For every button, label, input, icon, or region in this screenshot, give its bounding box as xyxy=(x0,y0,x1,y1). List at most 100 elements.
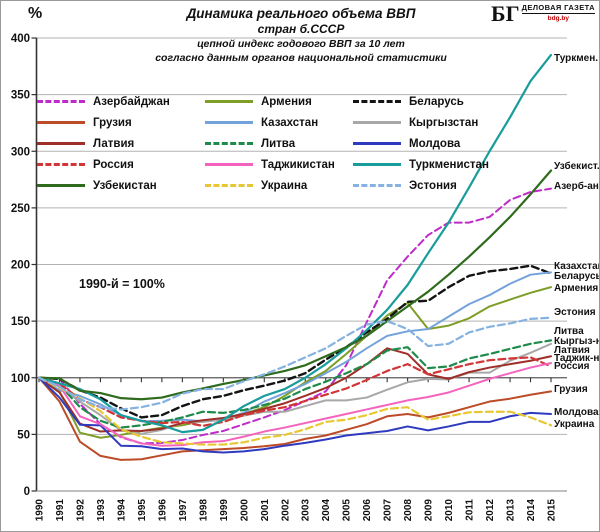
x-tick-label: 2008 xyxy=(403,499,414,522)
legend-swatch xyxy=(353,142,401,145)
chart-legend: Азербайджан Армения Беларусь Грузия Казахста… xyxy=(37,93,489,194)
chart-subtitle: стран б.СССР xyxy=(257,22,345,36)
x-tick-label: 2007 xyxy=(383,499,394,522)
series-line-Грузия xyxy=(38,376,552,461)
legend-label: Узбекистан xyxy=(93,179,157,192)
legend-swatch xyxy=(37,121,85,124)
legend-label: Беларусь xyxy=(409,95,464,108)
legend-label: Литва xyxy=(261,137,296,150)
chart-title-block: Динамика реального объема ВВП стран б.СС… xyxy=(111,6,491,65)
y-tick-label: 200 xyxy=(11,260,30,272)
legend-item-Кыргызстан: Кыргызстан xyxy=(353,114,479,131)
series-line-Россия xyxy=(37,356,553,427)
y-tick-label: 50 xyxy=(17,429,30,441)
legend-item-Грузия: Грузия xyxy=(37,114,205,131)
x-tick-label: 1997 xyxy=(178,499,189,522)
legend-swatch xyxy=(205,142,253,145)
series-line-Узбекистан xyxy=(37,169,553,401)
publisher-site: bdg.by xyxy=(547,15,569,22)
chart-subtitle-line2: цепной индекс годового ВВП за 10 лет xyxy=(197,38,405,50)
series-end-label-Эстония: Эстония xyxy=(554,307,596,318)
legend-item-Армения: Армения xyxy=(205,93,353,110)
legend-label: Азербайджан xyxy=(93,95,170,108)
legend-label: Казахстан xyxy=(261,116,319,129)
y-tick-label: 250 xyxy=(11,203,30,215)
legend-label: Россия xyxy=(93,158,134,171)
legend-swatch xyxy=(353,100,401,103)
legend-swatch xyxy=(205,163,253,166)
legend-swatch xyxy=(205,184,253,187)
legend-item-Азербайджан: Азербайджан xyxy=(37,93,205,110)
series-line-Таджикистан xyxy=(38,362,552,447)
publisher-name: ДЕЛОВАЯ ГАЗЕТА xyxy=(521,3,595,14)
legend-item-Туркменистан: Туркменистан xyxy=(353,156,489,173)
chart-subtitle-line3: согласно данным органов национальной ста… xyxy=(155,52,447,64)
x-tick-label: 1996 xyxy=(157,499,168,522)
legend-item-Латвия: Латвия xyxy=(37,135,205,152)
legend-swatch xyxy=(205,100,253,103)
x-tick-label: 2004 xyxy=(321,499,332,522)
legend-label: Таджикистан xyxy=(261,158,335,171)
x-tick-label: 1998 xyxy=(198,499,209,522)
legend-item-Россия: Россия xyxy=(37,156,205,173)
legend-label: Туркменистан xyxy=(409,158,489,171)
series-end-label-Казахстан: Казахстан xyxy=(554,261,600,272)
x-tick-label: 1995 xyxy=(137,499,148,522)
series-end-label-Кыргыз-н: Кыргыз-н xyxy=(554,336,600,347)
x-tick-label: 2011 xyxy=(465,499,476,521)
series-line-Литва xyxy=(37,339,553,429)
legend-label: Армения xyxy=(261,95,312,108)
series-end-label-Украина: Украина xyxy=(554,419,595,430)
legend-swatch xyxy=(37,142,85,145)
series-end-label-Грузия: Грузия xyxy=(554,384,588,395)
x-tick-label: 2010 xyxy=(444,499,455,522)
x-tick-label: 2001 xyxy=(260,499,271,522)
y-tick-label: 100 xyxy=(11,373,30,385)
x-tick-label: 1994 xyxy=(116,499,127,522)
legend-label: Молдова xyxy=(409,137,461,150)
series-end-label-Россия: Россия xyxy=(554,361,590,372)
series-line-Молдова xyxy=(38,376,552,454)
series-end-label-Туркмен.: Туркмен. xyxy=(554,53,599,64)
x-tick-label: 1990 xyxy=(35,499,46,522)
legend-item-Украина: Украина xyxy=(205,177,353,194)
x-tick-label: 2015 xyxy=(547,499,558,522)
series-line-Эстония xyxy=(37,316,553,411)
legend-item-Беларусь: Беларусь xyxy=(353,93,477,110)
y-axis-unit-label: % xyxy=(28,5,43,22)
x-tick-label: 2012 xyxy=(485,499,496,522)
y-tick-label: 0 xyxy=(24,486,30,498)
series-end-label-Армения: Армения xyxy=(554,283,599,294)
series-end-label-Литва: Литва xyxy=(554,326,584,337)
y-tick-label: 300 xyxy=(11,146,30,158)
x-tick-label: 2000 xyxy=(239,499,250,522)
publisher-logo-text: ДЕЛОВАЯ ГАЗЕТА bdg.by xyxy=(521,3,595,22)
legend-swatch xyxy=(353,184,401,187)
x-tick-label: 2003 xyxy=(301,499,312,522)
legend-label: Кыргызстан xyxy=(409,116,479,129)
legend-item-Литва: Литва xyxy=(205,135,353,152)
legend-label: Эстония xyxy=(409,179,457,192)
series-end-label-Узбекист.: Узбекист. xyxy=(554,161,600,172)
x-tick-label: 1999 xyxy=(219,499,230,522)
series-line-Украина xyxy=(37,376,553,446)
y-tick-label: 350 xyxy=(11,90,30,102)
legend-item-Казахстан: Казахстан xyxy=(205,114,353,131)
x-tick-label: 2005 xyxy=(342,499,353,522)
publisher-logo-glyph: БГ xyxy=(491,1,520,26)
legend-swatch xyxy=(37,100,85,103)
x-tick-label: 2006 xyxy=(362,499,373,522)
y-tick-label: 150 xyxy=(11,316,30,328)
legend-item-Эстония: Эстония xyxy=(353,177,477,194)
y-tick-label: 400 xyxy=(11,33,30,45)
legend-item-Молдова: Молдова xyxy=(353,135,477,152)
legend-swatch xyxy=(205,121,253,124)
legend-label: Грузия xyxy=(93,116,132,129)
series-end-label-Азерб-ан.: Азерб-ан. xyxy=(554,181,600,192)
x-tick-label: 1991 xyxy=(55,499,66,522)
legend-label: Латвия xyxy=(93,137,135,150)
publisher-logo: БГ ДЕЛОВАЯ ГАЗЕТА bdg.by xyxy=(491,3,595,25)
x-tick-label: 1993 xyxy=(96,499,107,522)
